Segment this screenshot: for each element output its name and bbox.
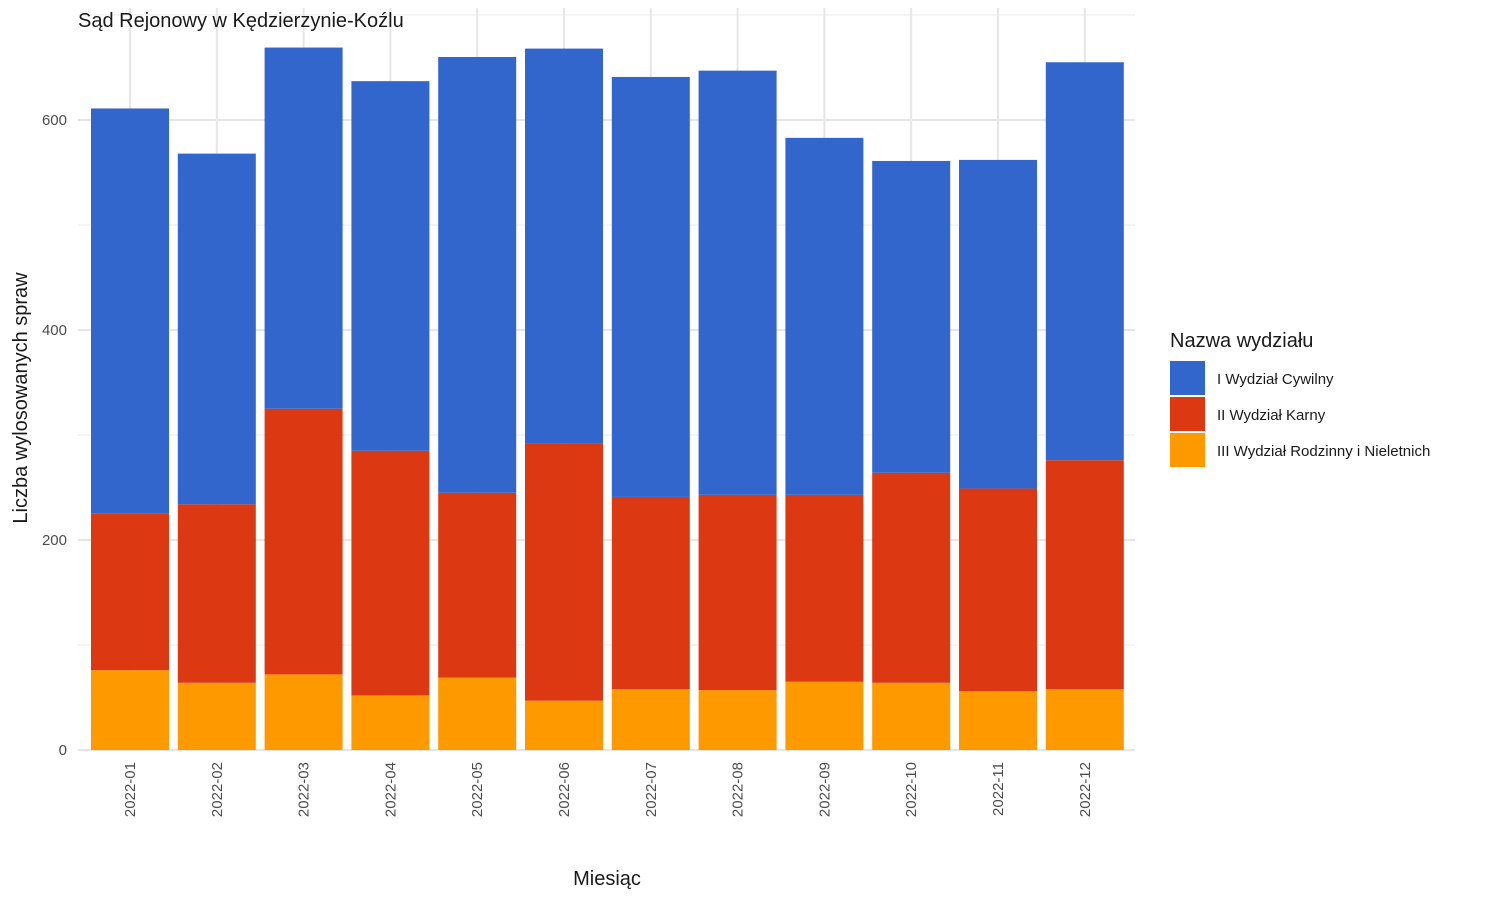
- legend-label: II Wydział Karny: [1217, 407, 1326, 424]
- x-axis-title: Miesiąc: [573, 868, 641, 890]
- bar-2022-07-series-0: [611, 689, 690, 750]
- bar-2022-09-series-2: [785, 137, 864, 495]
- bar-2022-08-series-2: [698, 70, 777, 495]
- bar-2022-12-series-1: [1045, 460, 1124, 690]
- y-axis-ticks: 0 200 400 600: [42, 112, 67, 759]
- bar-2022-06-series-0: [525, 700, 603, 750]
- chart-title: Sąd Rejonowy w Kędzierzynie-Koźlu: [78, 10, 404, 32]
- bar-2022-03-series-2: [264, 47, 343, 409]
- bar-2022-12-series-0: [1045, 689, 1124, 750]
- x-tick-label: 2022-02: [209, 762, 226, 817]
- bar-2022-10-series-2: [872, 160, 951, 473]
- bar-2022-02-series-2: [177, 153, 256, 505]
- x-tick-label: 2022-07: [643, 762, 660, 817]
- legend-swatch: [1170, 361, 1205, 395]
- bar-2022-06-series-1: [525, 443, 603, 701]
- x-tick-label: 2022-11: [990, 762, 1007, 816]
- legend: Nazwa wydziału I Wydział Cywilny II Wydzi…: [1170, 330, 1430, 467]
- legend-title: Nazwa wydziału: [1170, 330, 1313, 352]
- y-tick-label: 0: [59, 742, 67, 759]
- legend-label: III Wydział Rodzinny i Nieletnich: [1217, 443, 1430, 460]
- bar-2022-05-series-2: [438, 57, 517, 493]
- bar-2022-02-series-1: [177, 504, 256, 683]
- x-tick-label: 2022-09: [816, 762, 833, 817]
- x-tick-label: 2022-10: [903, 762, 920, 817]
- bar-2022-09-series-1: [785, 494, 864, 682]
- legend-swatch: [1170, 433, 1205, 467]
- x-tick-label: 2022-04: [382, 762, 399, 817]
- bar-2022-01-series-0: [91, 670, 169, 750]
- bar-2022-10-series-0: [872, 682, 951, 750]
- x-axis-ticks: 2022-01 2022-02 2022-03 2022-04 2022-05 2022-…: [122, 762, 1094, 817]
- bar-2022-04-series-2: [351, 81, 430, 451]
- y-tick-label: 600: [42, 112, 67, 129]
- bar-2022-04-series-1: [351, 450, 430, 696]
- bar-2022-11-series-1: [959, 488, 1037, 692]
- x-tick-label: 2022-06: [556, 762, 573, 817]
- bar-2022-05-series-1: [438, 492, 517, 678]
- bar-2022-05-series-0: [438, 677, 517, 750]
- legend-swatch: [1170, 397, 1205, 431]
- bar-2022-02-series-0: [177, 682, 256, 750]
- bar-2022-01-series-1: [91, 513, 169, 671]
- bars: [91, 47, 1124, 750]
- y-tick-label: 200: [42, 532, 67, 549]
- legend-label: I Wydział Cywilny: [1217, 371, 1334, 388]
- bar-2022-08-series-1: [698, 494, 777, 691]
- bar-2022-04-series-0: [351, 695, 430, 750]
- y-tick-label: 400: [42, 322, 67, 339]
- x-tick-label: 2022-03: [296, 762, 313, 817]
- bar-2022-11-series-0: [959, 691, 1037, 750]
- bar-2022-10-series-1: [872, 472, 951, 683]
- x-tick-label: 2022-05: [469, 762, 486, 817]
- bar-2022-08-series-0: [698, 690, 777, 750]
- x-tick-label: 2022-08: [730, 762, 747, 817]
- bar-2022-07-series-1: [611, 496, 690, 690]
- x-tick-label: 2022-01: [122, 762, 139, 817]
- bar-2022-01-series-2: [91, 108, 169, 514]
- y-axis-title: Liczba wylosowanych spraw: [10, 272, 32, 524]
- bar-2022-07-series-2: [611, 76, 690, 497]
- bar-2022-11-series-2: [959, 159, 1037, 489]
- bar-2022-06-series-2: [525, 48, 603, 444]
- bar-2022-12-series-2: [1045, 62, 1124, 461]
- x-tick-label: 2022-12: [1077, 762, 1094, 817]
- bar-2022-03-series-1: [264, 408, 343, 675]
- bar-2022-03-series-0: [264, 674, 343, 750]
- bar-2022-09-series-0: [785, 681, 864, 750]
